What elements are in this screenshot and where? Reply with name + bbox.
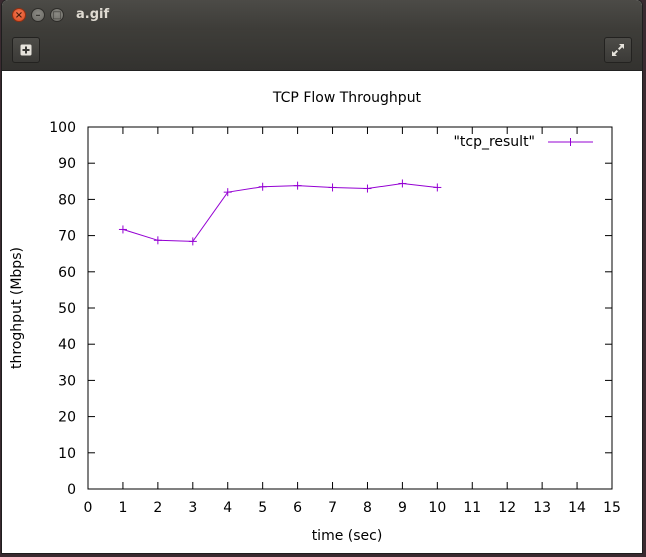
x-tick-label: 13 <box>533 500 551 516</box>
data-point <box>118 225 127 234</box>
x-tick-label: 10 <box>428 500 446 516</box>
y-tick-label: 50 <box>58 301 76 317</box>
data-point <box>223 188 232 197</box>
close-window-button[interactable]: × <box>12 8 26 22</box>
minimize-window-button[interactable]: – <box>31 8 45 22</box>
data-point <box>328 183 337 192</box>
data-point <box>258 182 267 191</box>
toolbar <box>2 30 642 71</box>
chart-title: TCP Flow Throughput <box>272 90 422 106</box>
data-point <box>293 181 302 190</box>
x-tick-label: 9 <box>398 500 407 516</box>
x-tick-label: 11 <box>463 500 481 516</box>
data-point <box>153 236 162 245</box>
x-tick-label: 6 <box>293 500 302 516</box>
legend: "tcp_result" <box>453 134 593 150</box>
data-point <box>188 237 197 246</box>
x-tick-label: 5 <box>258 500 267 516</box>
x-tick-label: 15 <box>603 500 621 516</box>
x-tick-label: 0 <box>84 500 93 516</box>
x-tick-label: 3 <box>188 500 197 516</box>
y-tick-label: 40 <box>58 337 76 353</box>
y-tick-label: 30 <box>58 373 76 389</box>
series-tcp-result <box>118 179 442 246</box>
data-point <box>433 183 442 192</box>
x-axis-label: time (sec) <box>312 528 383 544</box>
data-point <box>398 179 407 188</box>
axis-ticks: 0 1 2 3 4 5 6 7 8 9 10 11 12 13 14 15010203040506070809… <box>49 120 621 516</box>
y-tick-label: 90 <box>58 156 76 172</box>
plus-box-icon <box>20 44 32 56</box>
add-button[interactable] <box>12 37 40 63</box>
title-bar[interactable]: × – □ a.gif <box>2 0 642 30</box>
fullscreen-button[interactable] <box>604 37 632 63</box>
y-tick-label: 80 <box>58 192 76 208</box>
throughput-chart: TCP Flow Throughput 0 1 2 3 4 5 6 7 8 9 10 11 12 13 14… <box>9 90 621 544</box>
y-tick-label: 60 <box>58 265 76 281</box>
x-tick-label: 7 <box>328 500 337 516</box>
y-tick-label: 0 <box>67 482 76 498</box>
legend-label: "tcp_result" <box>453 134 535 150</box>
x-tick-label: 1 <box>118 500 127 516</box>
x-tick-label: 2 <box>153 500 162 516</box>
y-tick-label: 70 <box>58 229 76 245</box>
y-tick-label: 20 <box>58 410 76 426</box>
maximize-window-button[interactable]: □ <box>50 8 64 22</box>
x-tick-label: 14 <box>568 500 586 516</box>
data-point <box>363 184 372 193</box>
y-tick-label: 10 <box>58 446 76 462</box>
y-tick-label: 100 <box>49 120 76 136</box>
y-axis-label: throghput (Mbps) <box>9 247 25 369</box>
x-tick-label: 8 <box>363 500 372 516</box>
window-title: a.gif <box>76 7 110 22</box>
fullscreen-arrows-icon <box>612 44 624 56</box>
legend-marker <box>566 138 575 146</box>
plot-frame <box>87 126 613 490</box>
legend-plus-marker <box>566 138 575 146</box>
x-tick-label: 4 <box>223 500 232 516</box>
series-line <box>122 182 438 242</box>
x-tick-label: 12 <box>498 500 516 516</box>
